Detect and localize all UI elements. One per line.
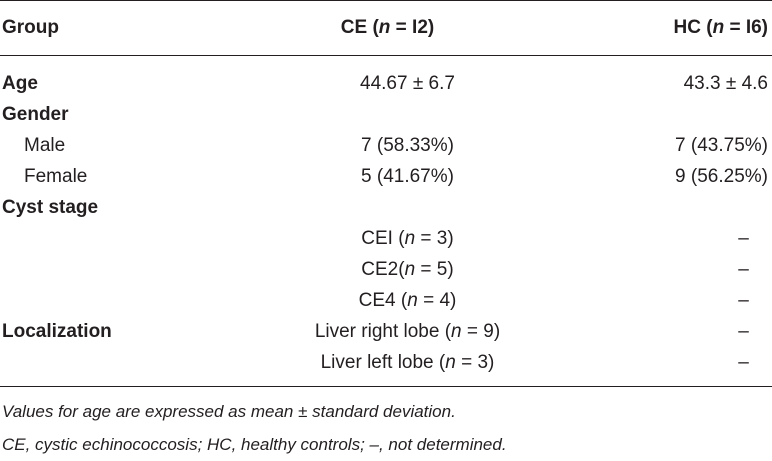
cell-right-lobe: Liver right lobe (n = 9)	[314, 320, 501, 342]
table-footnotes: Values for age are expressed as mean ± s…	[0, 387, 772, 461]
cell-male-ce: 7 (58.33%)	[361, 134, 454, 156]
cell-ce2-stage: CE2(n = 5)	[361, 258, 454, 280]
cell-ce1-stage: CEI (n = 3)	[361, 227, 454, 249]
row-label-female: Female	[24, 165, 88, 187]
table-row-male: Male 7 (58.33%) 7 (43.75%)	[0, 130, 772, 161]
row-label-male: Male	[24, 134, 66, 156]
table-row-left-lobe: Liver left lobe (n = 3) –	[0, 347, 772, 387]
table-row-female: Female 5 (41.67%) 9 (56.25%)	[0, 161, 772, 192]
table-row-ce1: CEI (n = 3) –	[0, 223, 772, 254]
cell-left-lobe-hc: –	[535, 347, 772, 387]
header-hc: HC (n = I6)	[535, 0, 772, 56]
cell-male-hc: 7 (43.75%)	[675, 134, 768, 156]
cell-left-lobe: Liver left lobe (n = 3)	[230, 347, 535, 387]
row-label-cyst-stage: Cyst stage	[2, 196, 99, 218]
cell-ce1-hc: –	[738, 227, 749, 249]
cell-age-ce: 44.67 ± 6.7	[360, 72, 455, 94]
cell-female-hc: 9 (56.25%)	[675, 165, 768, 187]
table-row-ce2: CE2(n = 5) –	[0, 254, 772, 285]
cell-female-ce: 5 (41.67%)	[361, 165, 454, 187]
table-row-localization: Localization Liver right lobe (n = 9) –	[0, 316, 772, 347]
cell-right-lobe-hc: –	[738, 320, 749, 342]
header-group: Group	[0, 0, 230, 56]
cell-ce4-stage: CE4 (n = 4)	[358, 289, 457, 311]
table-row-cyst-stage: Cyst stage	[0, 192, 772, 223]
table-row-age: Age 44.67 ± 6.7 43.3 ± 4.6	[0, 56, 772, 100]
row-label-localization: Localization	[2, 320, 112, 342]
cell-age-hc: 43.3 ± 4.6	[683, 72, 768, 94]
demographics-table: Group CE (n = I2) HC (n = I6) Age 44.67 …	[0, 0, 772, 387]
footnote-abbreviations: CE, cystic echinococcosis; HC, healthy c…	[2, 435, 507, 454]
table-row-ce4: CE4 (n = 4) –	[0, 285, 772, 316]
table-header-row: Group CE (n = I2) HC (n = I6)	[0, 0, 772, 56]
header-ce: CE (n = I2)	[230, 0, 535, 56]
row-label-age: Age	[2, 72, 38, 94]
cell-ce2-hc: –	[738, 258, 749, 280]
table-row-gender: Gender	[0, 99, 772, 130]
footnote-age: Values for age are expressed as mean ± s…	[2, 402, 456, 421]
row-label-gender: Gender	[2, 103, 69, 125]
cell-ce4-hc: –	[738, 289, 749, 311]
